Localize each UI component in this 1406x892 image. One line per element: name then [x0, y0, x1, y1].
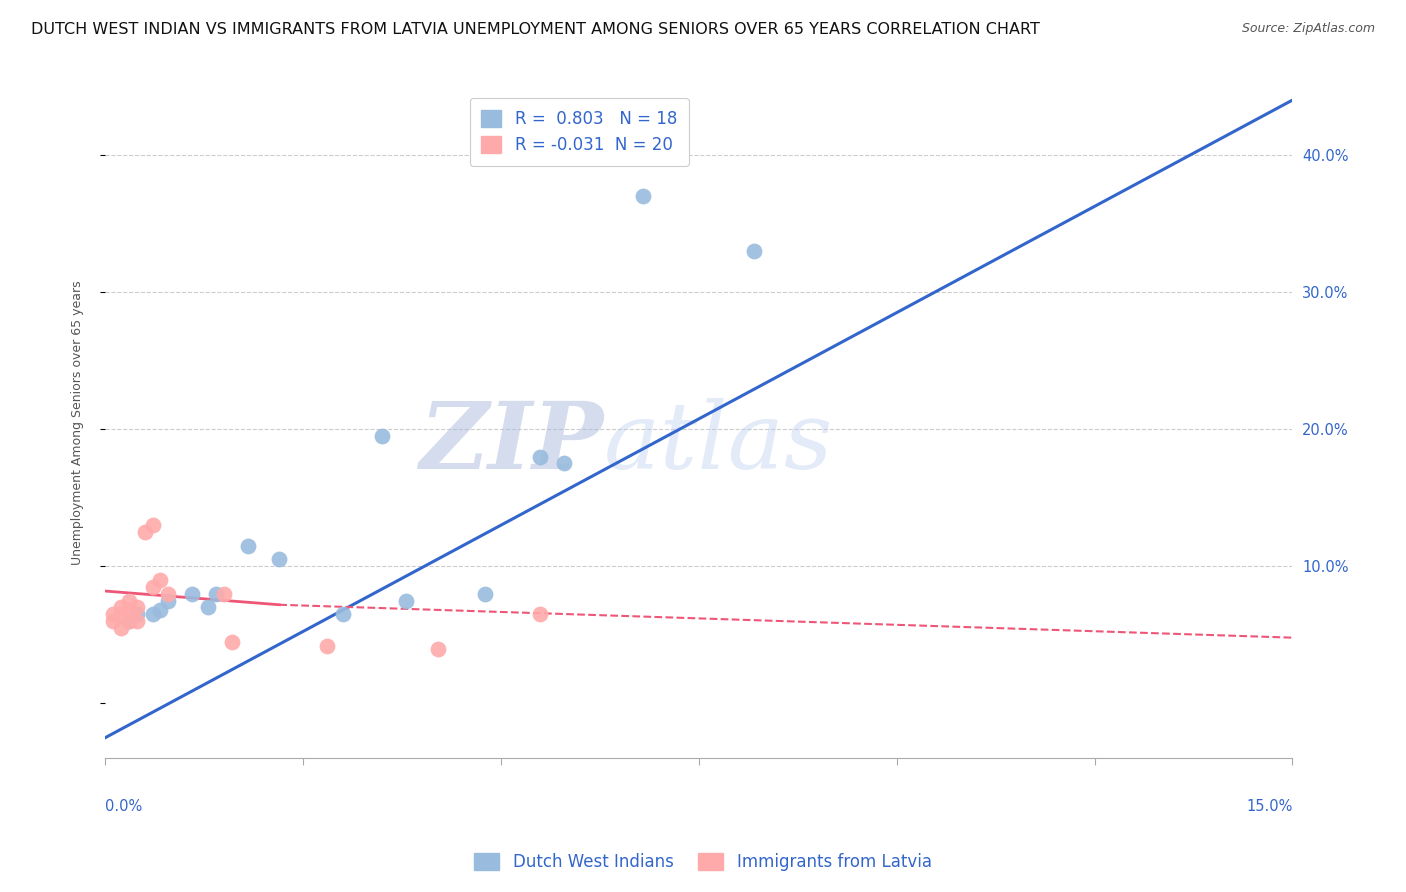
Point — [101, 614, 124, 628]
Point — [221, 634, 243, 648]
Text: DUTCH WEST INDIAN VS IMMIGRANTS FROM LATVIA UNEMPLOYMENT AMONG SENIORS OVER 65 Y: DUTCH WEST INDIAN VS IMMIGRANTS FROM LAT… — [31, 22, 1040, 37]
Point — [212, 587, 235, 601]
Point — [529, 450, 551, 464]
Point — [118, 603, 141, 617]
Point — [633, 189, 655, 203]
Point — [269, 552, 291, 566]
Point — [118, 614, 141, 628]
Point — [474, 587, 496, 601]
Legend: R =  0.803   N = 18, R = -0.031  N = 20: R = 0.803 N = 18, R = -0.031 N = 20 — [470, 98, 689, 166]
Point — [142, 607, 165, 622]
Point — [142, 580, 165, 594]
Point — [426, 641, 449, 656]
Y-axis label: Unemployment Among Seniors over 65 years: Unemployment Among Seniors over 65 years — [72, 280, 84, 565]
Point — [157, 593, 180, 607]
Point — [125, 614, 148, 628]
Legend: Dutch West Indians, Immigrants from Latvia: Dutch West Indians, Immigrants from Latv… — [465, 845, 941, 880]
Point — [181, 587, 204, 601]
Point — [236, 539, 259, 553]
Text: Source: ZipAtlas.com: Source: ZipAtlas.com — [1241, 22, 1375, 36]
Point — [110, 600, 132, 615]
Text: ZIP: ZIP — [419, 398, 603, 488]
Point — [149, 573, 172, 587]
Point — [118, 593, 141, 607]
Point — [742, 244, 765, 258]
Point — [553, 457, 575, 471]
Text: 0.0%: 0.0% — [105, 798, 142, 814]
Point — [142, 518, 165, 533]
Point — [315, 639, 337, 653]
Point — [395, 593, 418, 607]
Point — [110, 621, 132, 635]
Point — [149, 603, 172, 617]
Point — [529, 607, 551, 622]
Text: 15.0%: 15.0% — [1246, 798, 1292, 814]
Point — [157, 587, 180, 601]
Point — [110, 607, 132, 622]
Point — [371, 429, 394, 443]
Text: atlas: atlas — [603, 398, 834, 488]
Point — [125, 600, 148, 615]
Point — [134, 524, 156, 539]
Point — [332, 607, 354, 622]
Point — [101, 607, 124, 622]
Point — [118, 614, 141, 628]
Point — [125, 607, 148, 622]
Point — [205, 587, 228, 601]
Point — [197, 600, 219, 615]
